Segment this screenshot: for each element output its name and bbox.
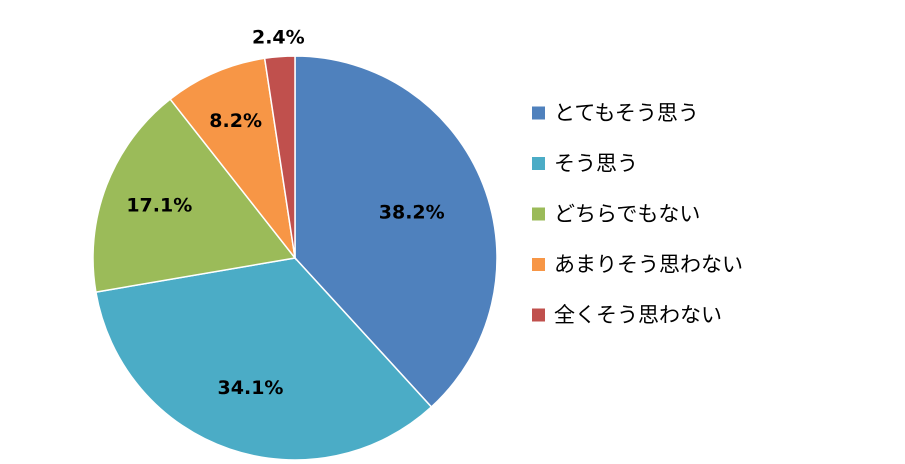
- legend-swatch: [532, 106, 545, 120]
- legend-swatch: [532, 258, 545, 271]
- legend-item: そう思う: [532, 152, 638, 176]
- legend-label: そう思う: [554, 152, 638, 176]
- pie-slice: [263, 55, 296, 259]
- pie-data-labels: 38.2% 34.1% 17.1% 8.2% 2.4%: [126, 26, 444, 399]
- legend-label: どちらでもない: [554, 202, 700, 226]
- legend-label: とてもそう思う: [554, 101, 699, 125]
- legend-swatch: [532, 207, 545, 221]
- pie-slice: [92, 98, 297, 293]
- slice-data-label: 34.1%: [218, 377, 284, 399]
- slice-data-label: 8.2%: [209, 110, 262, 132]
- legend-swatch: [532, 157, 545, 170]
- slice-data-label: 38.2%: [379, 202, 445, 224]
- pie-slice: [95, 257, 433, 461]
- legend-item: あまりそう思わない: [532, 253, 743, 277]
- legend-label: あまりそう思わない: [554, 253, 743, 277]
- legend-item: とてもそう思う: [532, 101, 699, 125]
- pie-slices: [92, 55, 498, 461]
- slice-data-label: 17.1%: [126, 195, 192, 217]
- legend-label: 全くそう思わない: [554, 303, 722, 327]
- slice-data-label: 2.4%: [252, 26, 305, 48]
- pie-slice: [169, 57, 297, 261]
- legend-item: どちらでもない: [532, 202, 700, 226]
- legend-item: 全くそう思わない: [532, 303, 722, 327]
- legend-swatch: [532, 308, 545, 322]
- pie-slice: [294, 55, 498, 409]
